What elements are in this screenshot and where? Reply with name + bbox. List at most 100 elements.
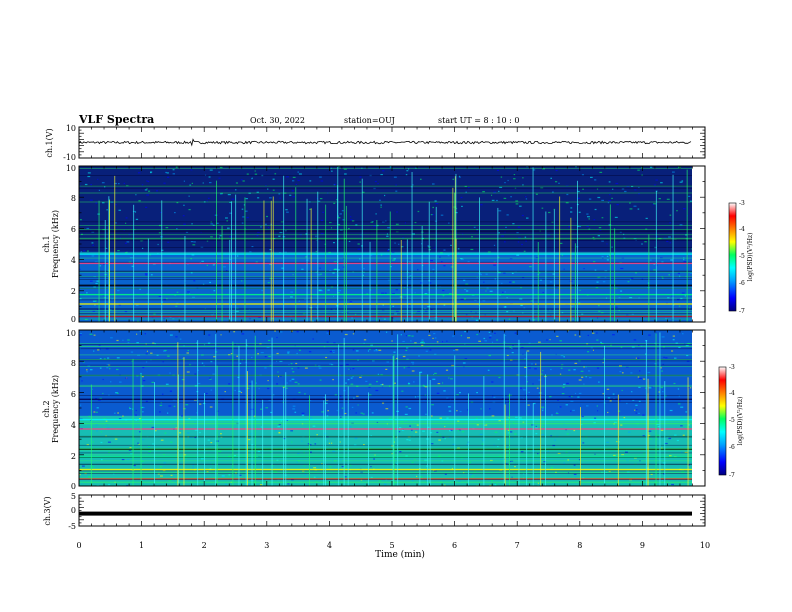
ch1-spectrogram-speckle <box>464 298 466 300</box>
ch1-spectrogram-impulse-line <box>244 197 246 322</box>
ch2-spectrogram-speckle <box>257 450 260 453</box>
ch2-spectrogram-speckle <box>303 465 306 467</box>
ch2-spectrogram-speckle <box>467 409 469 411</box>
ch1-spectrogram-speckle <box>258 316 261 318</box>
ch2-spectrogram-speckle <box>291 441 293 443</box>
ch1-spectrogram-speckle <box>503 272 506 274</box>
ch1-spectrogram-speckle <box>475 319 478 321</box>
ch1-spectrogram-speckle <box>586 225 589 227</box>
ch1-spectrogram-speckle <box>470 248 474 251</box>
ch2-spectrogram-speckle <box>637 376 640 378</box>
ch1-spectrogram-speckle <box>386 233 388 235</box>
ch1-spectrogram-speckle <box>414 221 417 224</box>
ch2-spectrogram-impulse-line <box>338 344 340 486</box>
ch2-spectrogram-speckle <box>210 361 213 363</box>
ch2-spectrogram-speckle <box>457 420 460 422</box>
ch2-spectrogram-impulse-line <box>540 351 542 486</box>
ch2-spectrogram-speckle <box>526 381 528 383</box>
ch2-spectrogram-frequency-line <box>79 460 692 462</box>
ch2-spectrogram-speckle <box>119 381 122 383</box>
ch1-spectrogram-speckle <box>608 200 612 202</box>
ch1-spectrogram-speckle <box>92 300 96 302</box>
ch1-spectrogram-speckle <box>279 231 283 234</box>
ch2-spectrogram-speckle <box>514 433 517 435</box>
ch2-spectrogram-speckle <box>538 392 542 394</box>
ch1-spectrogram-speckle <box>384 194 386 197</box>
ch2-spectrogram-speckle <box>170 474 173 476</box>
ch2-spectrogram-speckle <box>412 480 414 482</box>
ch2-spectrogram-speckle <box>658 391 661 393</box>
ch2-spectrogram-speckle <box>535 425 537 428</box>
ch2-spectrogram-frequency-line <box>79 477 692 479</box>
ch1-spectrogram-speckle <box>393 320 396 322</box>
ch2-spectrogram-speckle <box>408 383 411 385</box>
ch2-spectrogram-speckle <box>540 373 543 375</box>
ch1-spectrogram-speckle <box>669 214 672 216</box>
ch2-spectrogram-impulse-line <box>397 334 399 486</box>
ch2-spectrogram-speckle <box>159 466 163 468</box>
ch2-spectrogram-speckle <box>276 360 278 362</box>
ch1-spectrogram-speckle <box>249 251 252 253</box>
ch2-spectrogram-frequency-line <box>79 473 692 474</box>
ch1-spectrogram-speckle <box>337 292 340 294</box>
ch2-spectrogram-speckle <box>573 473 577 475</box>
ch2-spectrogram-speckle <box>426 465 428 467</box>
ch1-spectrogram-speckle <box>79 219 82 221</box>
ch1-spectrogram-speckle <box>114 182 117 185</box>
ch2-spectrogram-speckle <box>246 387 250 389</box>
ch2-spectrogram-speckle <box>215 425 218 428</box>
ch1-spectrogram-speckle <box>320 233 324 235</box>
ch1-spectrogram-speckle <box>504 291 506 293</box>
ch1-spectrogram-speckle <box>87 250 89 252</box>
ch2-spectrogram-speckle <box>251 356 253 359</box>
ch2-spectrogram-speckle <box>648 437 651 439</box>
ch2-spectrogram-frequency-line <box>79 423 692 425</box>
ch2-spectrogram-speckle <box>274 430 278 432</box>
ch2-spectrogram-speckle <box>212 373 215 375</box>
ch2-spectrogram-speckle <box>427 475 431 477</box>
ch2-spectrogram-speckle <box>326 440 329 442</box>
ch2-spectrogram-speckle <box>201 362 204 364</box>
ch2-spectrogram-impulse-line <box>429 380 431 486</box>
ch1-spectrogram-speckle <box>111 298 114 300</box>
ch1-spectrogram-speckle <box>526 166 528 168</box>
ch2-spectrogram-speckle <box>684 451 688 453</box>
ch1-spectrogram-frequency-band <box>79 293 692 296</box>
ch2-spectrogram-speckle <box>586 343 589 345</box>
ch2-spectrogram-speckle <box>618 400 621 402</box>
ch1-spectrogram-speckle <box>190 272 193 274</box>
ch2-spectrogram-speckle <box>535 363 537 365</box>
ch1-spectrogram-speckle <box>261 290 264 292</box>
ch2-spectrogram-speckle <box>619 371 622 373</box>
ch2-spectrogram-speckle <box>662 391 664 393</box>
ch2-spectrogram-speckle <box>494 484 497 486</box>
ch1-spectrogram-frequency-line <box>79 310 692 312</box>
ch1-spectrogram-speckle <box>210 236 213 238</box>
ch1-spectrogram-speckle <box>450 244 452 246</box>
ch2-spectrogram-speckle <box>442 341 443 343</box>
ch2-cbar-tick-m4: -4 <box>729 390 735 397</box>
ch2-spectrogram-speckle <box>594 417 597 419</box>
ch1-spectrogram-speckle <box>401 246 404 248</box>
ch2-spectrogram-speckle <box>363 444 365 446</box>
ch1-spectrogram-speckle <box>517 226 521 228</box>
ch2-spectrogram-speckle <box>108 451 110 453</box>
ch1-spectrogram-speckle <box>206 200 208 202</box>
ch2-spectrogram-speckle <box>197 382 201 385</box>
ch2-spectrogram-speckle <box>585 376 587 378</box>
ch1-spectrogram-speckle <box>689 307 691 309</box>
ch2-spectrogram-speckle <box>515 416 518 418</box>
ch2-spectrogram-impulse-line <box>545 374 546 486</box>
ch1-spectrogram-speckle <box>644 241 647 243</box>
ch2-spectrogram-frequency-line <box>79 470 692 472</box>
ch2-spectrogram-frequency-line <box>79 364 692 366</box>
ch1-spectrogram-speckle <box>439 256 441 258</box>
ch2-spectrogram-speckle <box>136 342 139 344</box>
ch1-spectrogram-speckle <box>681 180 684 182</box>
ch1-spectrogram-speckle <box>480 204 483 206</box>
ch2-colorbar-label: log(PSD)(V²/Hz) <box>737 397 744 446</box>
ch2-spectrogram-speckle <box>326 341 329 343</box>
ch2-spectrogram-speckle <box>97 349 100 351</box>
ch1-spectrogram-frequency-line <box>79 192 692 194</box>
